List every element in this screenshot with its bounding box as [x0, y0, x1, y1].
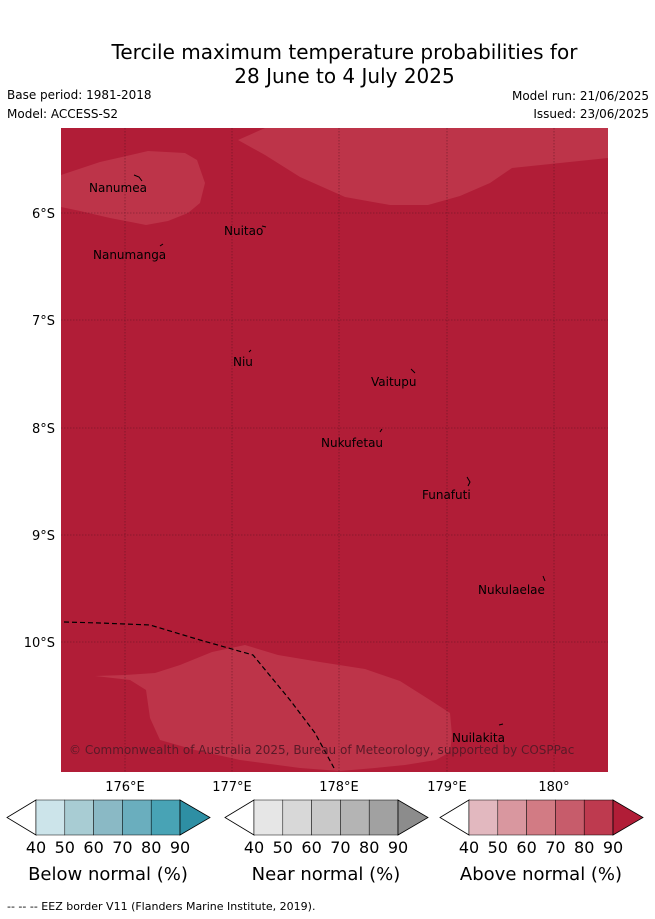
colorbar-above-tick-label: 80 [574, 838, 594, 857]
map-credit: © Commonwealth of Australia 2025, Bureau… [69, 743, 574, 757]
colorbar-near-tick-label: 50 [273, 838, 293, 857]
lon-label-178e: 178°E [319, 780, 359, 795]
colorbar-below-segment [150, 799, 181, 836]
colorbar-below-segment [35, 799, 66, 836]
colorbar-near-tick-label: 70 [330, 838, 350, 857]
colorbar-above: 40 50 60 70 80 90 Above normal (%) [439, 799, 644, 885]
colorbar-near-segment [311, 799, 341, 836]
colorbar-near-tick-label: 80 [359, 838, 379, 857]
colorbar-below-title: Below normal (%) [28, 864, 188, 885]
lat-label-10s: 10°S [24, 636, 55, 651]
colorbar-above-tick-label: 60 [516, 838, 536, 857]
zone-nanumea [61, 151, 205, 225]
lat-label-6s: 6°S [32, 207, 55, 222]
lat-label-8s: 8°S [32, 422, 55, 437]
place-label-nukulaelae: Nukulaelae [478, 583, 545, 597]
colorbar-below-under-triangle [6, 799, 37, 836]
colorbar-near-tick-label: 90 [388, 838, 408, 857]
title-line-1: Tercile maximum temperature probabilitie… [111, 40, 578, 64]
colorbar-below-tick-label: 90 [170, 838, 190, 857]
colorbar-near-under-triangle [224, 799, 255, 836]
colorbar-above-segment [583, 799, 614, 836]
colorbar-near-over-triangle [397, 799, 429, 836]
colorbar-below-tick-label: 70 [112, 838, 132, 857]
colorbar-above-under-triangle [439, 799, 470, 836]
graticule [61, 128, 608, 772]
place-label-nuitao: Nuitao [224, 224, 263, 238]
eez-border-line [63, 621, 335, 769]
colorbar-below-segment [93, 799, 123, 836]
colorbar-near-tick-label: 40 [244, 838, 264, 857]
eez-footnote: -- -- -- EEZ border V11 (Flanders Marine… [7, 900, 316, 913]
colorbar-below-segment [122, 799, 152, 836]
colorbar-below-tick-label: 40 [26, 838, 46, 857]
colorbars: 40 50 60 70 80 90 Below normal (%) 40 50 60 70 80 90… [6, 799, 644, 885]
colorbar-near-segment [368, 799, 399, 836]
model-run: Model run: 21/06/2025 [511, 89, 649, 103]
place-label-vaitupu: Vaitupu [371, 375, 417, 389]
map-title: Tercile maximum temperature probabilitie… [0, 40, 655, 88]
title-line-2: 28 June to 4 July 2025 [234, 64, 455, 88]
colorbar-near-segment [340, 799, 370, 836]
colorbar-above-tick-label: 70 [545, 838, 565, 857]
place-label-funafuti: Funafuti [422, 488, 471, 502]
place-label-nukufetau: Nukufetau [321, 436, 383, 450]
colorbar-near-title: Near normal (%) [252, 864, 401, 885]
place-label-nanumanga: Nanumanga [93, 248, 166, 262]
lon-label-179e: 179°E [427, 780, 467, 795]
colorbar-above-over-triangle [612, 799, 644, 836]
lon-label-180: 180° [538, 780, 569, 795]
colorbar-above-title: Above normal (%) [460, 864, 622, 885]
colorbar-above-segment [468, 799, 499, 836]
place-label-nanumea: Nanumea [89, 181, 147, 195]
colorbar-below-tick-label: 60 [83, 838, 103, 857]
base-period: Base period: 1981-2018 [7, 88, 152, 102]
colorbar-below-tick-label: 80 [141, 838, 161, 857]
colorbar-near-segment [282, 799, 312, 836]
place-label-niu: Niu [233, 355, 253, 369]
colorbar-above-segment [555, 799, 585, 836]
lat-label-9s: 9°S [32, 529, 55, 544]
issued-date: Issued: 23/06/2025 [533, 107, 649, 121]
colorbar-below-segment [64, 799, 94, 836]
colorbar-above-tick-label: 40 [459, 838, 479, 857]
colorbar-above-tick-label: 90 [603, 838, 623, 857]
colorbar-below-tick-label: 50 [55, 838, 75, 857]
model-name: Model: ACCESS-S2 [7, 107, 119, 121]
colorbar-above-segment [497, 799, 527, 836]
zone-north [238, 128, 608, 205]
colorbar-near-tick-label: 60 [301, 838, 321, 857]
colorbar-above-segment [526, 799, 556, 836]
lon-label-177e: 177°E [212, 780, 252, 795]
island-outlines [133, 174, 546, 726]
colorbar-below-over-triangle [179, 799, 211, 836]
colorbar-near: 40 50 60 70 80 90 Near normal (%) [224, 799, 429, 885]
lat-label-7s: 7°S [32, 314, 55, 329]
place-label-nuilakita: Nuilakita [452, 731, 505, 745]
lon-label-176e: 176°E [105, 780, 145, 795]
colorbar-below: 40 50 60 70 80 90 Below normal (%) [6, 799, 211, 885]
colorbar-above-tick-label: 50 [488, 838, 508, 857]
colorbar-near-segment [253, 799, 284, 836]
zone-south [95, 645, 452, 771]
